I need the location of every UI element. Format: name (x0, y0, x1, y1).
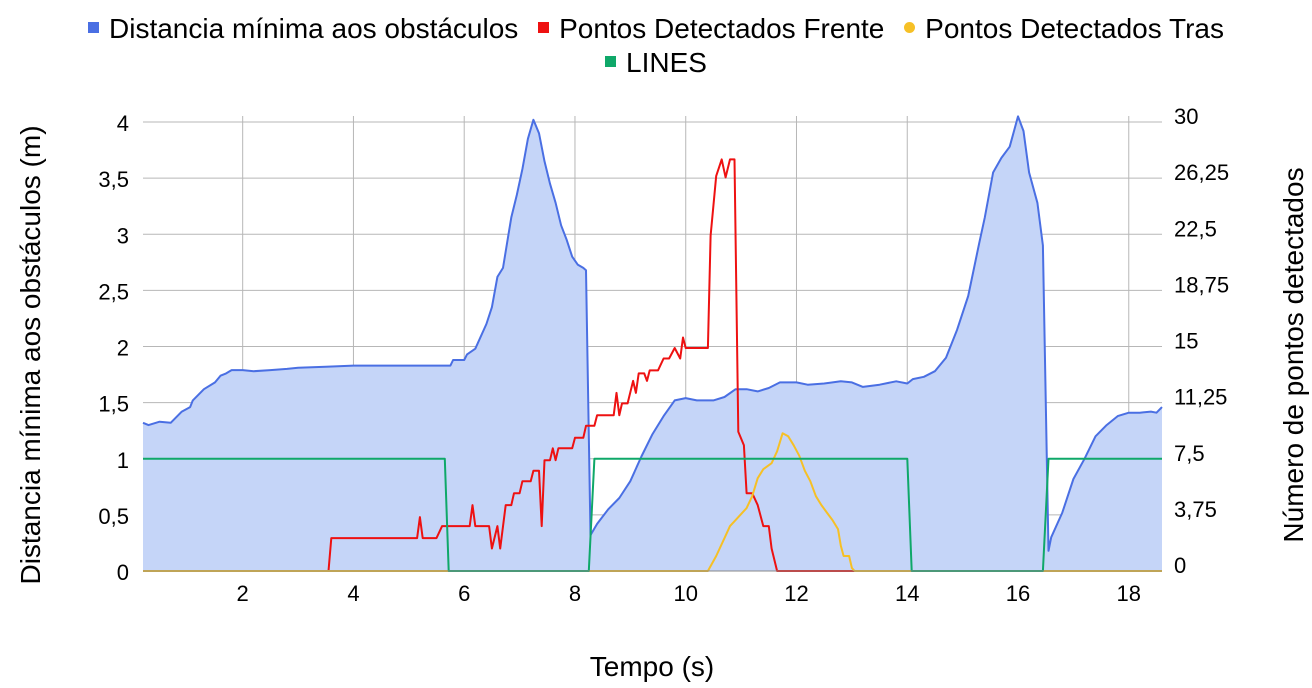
legend-label-distancia: Distancia mínima aos obstáculos (109, 13, 519, 44)
legend-swatch-lines (605, 56, 617, 68)
y2-tick-label: 22,5 (1174, 216, 1217, 241)
x-tick-label: 16 (1006, 581, 1030, 606)
y2-tick-label: 11,25 (1174, 385, 1227, 410)
y2-tick-label: 7,5 (1174, 441, 1205, 466)
y2-tick-label: 15 (1174, 329, 1198, 354)
legend-swatch-distancia (88, 22, 99, 34)
x-tick-label: 14 (895, 581, 919, 606)
y2-tick-label: 3,75 (1174, 497, 1217, 522)
y-tick-label: 1,5 (98, 392, 129, 417)
y-tick-label: 3,5 (98, 167, 129, 192)
legend-label-tras: Pontos Detectados Tras (925, 13, 1224, 44)
x-axis-title: Tempo (s) (590, 651, 714, 682)
legend-label-frente: Pontos Detectados Frente (559, 13, 885, 44)
x-tick-label: 4 (347, 581, 359, 606)
y2-tick-label: 30 (1174, 104, 1198, 129)
x-tick-label: 8 (569, 581, 581, 606)
x-tick-label: 10 (673, 581, 697, 606)
y2-tick-label: 0 (1174, 553, 1186, 578)
legend-item-distancia: Distancia mínima aos obstáculos (88, 12, 518, 46)
series-line-frente (143, 158, 1162, 572)
series-line-tras (143, 432, 1162, 572)
y2-tick-label: 18,75 (1174, 272, 1229, 297)
y-tick-label: 0 (117, 560, 129, 585)
y-tick-label: 1 (117, 448, 129, 473)
x-tick-label: 18 (1117, 581, 1141, 606)
legend-item-tras: Pontos Detectados Tras (904, 12, 1224, 46)
legend-label-lines: LINES (626, 47, 707, 78)
series-line-lines (143, 457, 1162, 572)
x-tick-label: 2 (237, 581, 249, 606)
axes-layer: 00,511,522,533,5403,757,511,251518,7522,… (98, 104, 1229, 606)
legend: Distancia mínima aos obstáculos Pontos D… (0, 12, 1312, 46)
y-tick-label: 0,5 (98, 504, 129, 529)
y-tick-label: 4 (117, 111, 129, 136)
y-axis-title: Distancia mínima aos obstáculos (m) (15, 125, 46, 584)
y-tick-label: 2,5 (98, 279, 129, 304)
legend-swatch-frente (538, 22, 550, 34)
y-tick-label: 2 (117, 336, 129, 361)
x-tick-label: 6 (458, 581, 470, 606)
y2-tick-label: 26,25 (1174, 160, 1229, 185)
legend-swatch-tras (904, 22, 916, 34)
series-line-distancia (142, 115, 1163, 552)
y2-axis-title: Número de pontos detectados (1278, 167, 1309, 542)
legend-item-frente: Pontos Detectados Frente (538, 12, 884, 46)
y-tick-label: 3 (117, 223, 129, 248)
x-tick-label: 12 (784, 581, 808, 606)
series-area-distancia (143, 116, 1162, 572)
legend-row-2: LINES (0, 46, 1312, 80)
series-layer (142, 115, 1163, 572)
legend-item-lines: LINES (605, 46, 707, 80)
